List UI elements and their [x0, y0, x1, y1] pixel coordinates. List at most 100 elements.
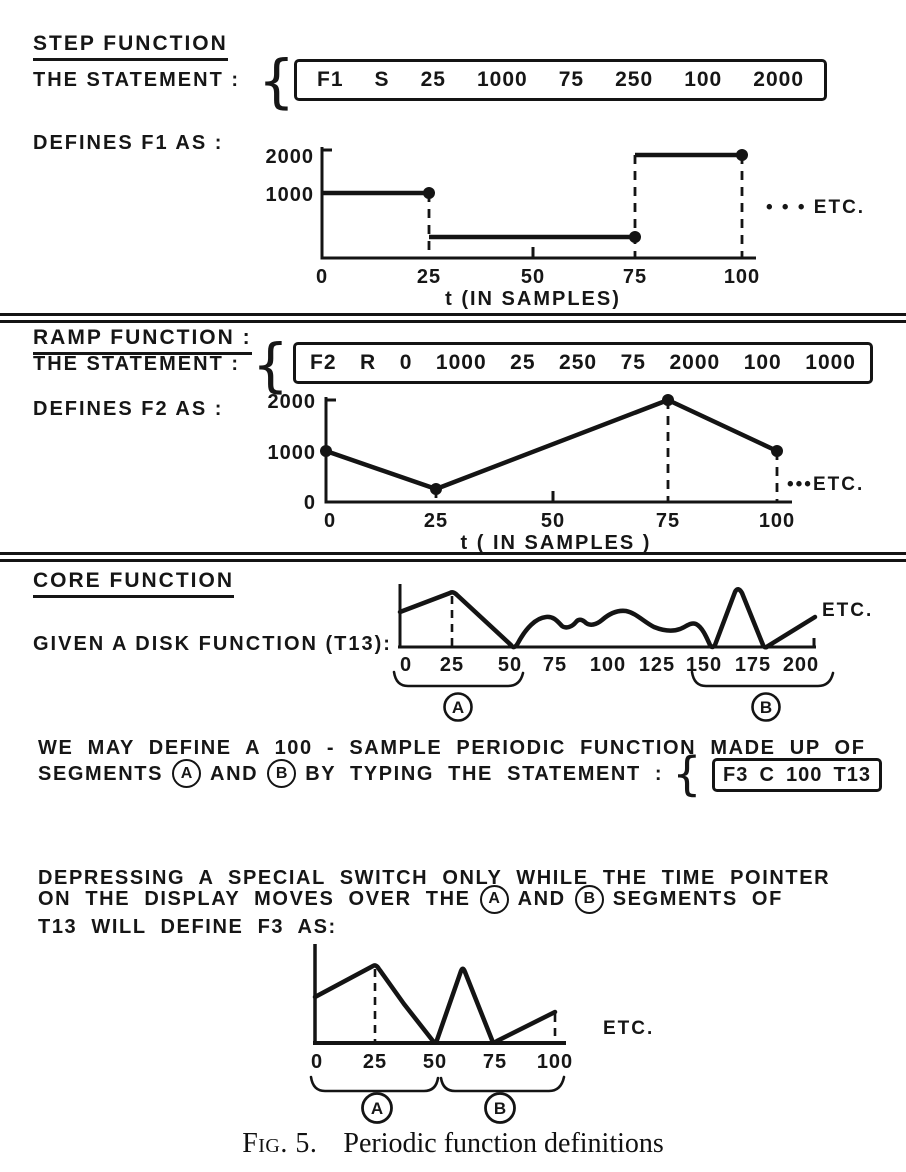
step-plot-axes	[320, 147, 756, 260]
f3-plot-curve	[312, 963, 558, 1045]
statement-token: 2000	[669, 351, 721, 374]
segment-a-brace	[392, 670, 525, 688]
disk-etc-label: ETC.	[822, 600, 873, 621]
ramp-heading-text: RAMP FUNCTION :	[33, 327, 252, 355]
f3-xtick-label: 100	[537, 1051, 573, 1073]
ramp-statement-brace: {	[252, 331, 289, 399]
step-etc-label: • • • ETC.	[766, 197, 865, 218]
ramp-ytick-label: 2000	[268, 391, 317, 413]
figure-caption: Fig. 5. Periodic function definitions	[0, 1128, 906, 1160]
f3-segment-b-brace	[439, 1075, 566, 1093]
f3-segment-a-marker: A	[361, 1092, 393, 1124]
disk-xtick-label: 50	[498, 654, 522, 676]
core-given-label: GIVEN A DISK FUNCTION (T13):	[33, 633, 392, 655]
ramp-defines-label: DEFINES F2 AS :	[33, 398, 224, 420]
ramp-plot-series	[325, 397, 778, 492]
f3-plot-dashed-lines	[373, 969, 557, 1043]
step-heading: STEP FUNCTION	[33, 33, 228, 61]
statement-token: 1000	[476, 68, 528, 91]
para2-line2-post: SEGMENTS OF	[612, 888, 783, 910]
para1-line1: WE MAY DEFINE A 100 - SAMPLE PERIODIC FU…	[38, 737, 866, 759]
ramp-xtick-label: 50	[541, 510, 565, 532]
para2-line1: DEPRESSING A SPECIAL SWITCH ONLY WHILE T…	[38, 867, 831, 889]
f3-xtick-label: 25	[363, 1051, 387, 1073]
disk-xtick-label: 100	[590, 654, 626, 676]
statement-token: 1000	[805, 351, 856, 374]
figure-number: Fig. 5.	[242, 1128, 318, 1159]
para1-line2-post: BY TYPING THE STATEMENT :	[305, 762, 664, 785]
disk-xtick-label: 0	[400, 654, 412, 676]
statement-token: F3	[723, 763, 749, 786]
para2-line2-pre: ON THE DISPLAY MOVES OVER THE	[38, 888, 471, 910]
step-plot-points	[423, 149, 748, 243]
f3-segment-a-letter: A	[371, 1099, 383, 1118]
ramp-statement-label: THE STATEMENT :	[33, 353, 241, 375]
disk-xtick-label: 25	[440, 654, 464, 676]
ramp-etc-label: •••ETC.	[787, 474, 864, 495]
ramp-plot-points	[320, 394, 783, 495]
ramp-xtick-label: 25	[424, 510, 448, 532]
step-statement-box: F1 S 25 1000 75 250 100 2000	[294, 59, 827, 101]
segment-b-inline-marker: B	[574, 884, 604, 914]
ramp-plot-dashed-lines	[434, 400, 779, 502]
f3-xtick-label: 0	[311, 1051, 323, 1073]
segment-braces	[309, 1075, 566, 1093]
f3-segment-b-marker: B	[484, 1092, 516, 1124]
step-ytick-label: 1000	[266, 184, 315, 206]
ramp-statement-box: F2 R 0 1000 25 250 75 2000 100 1000	[293, 342, 873, 384]
f3-etc-label: ETC.	[603, 1018, 654, 1039]
disk-plot-xtick-labels: 0 25 50 75 100 125 150 175 200	[400, 654, 818, 676]
ramp-plot-axes	[324, 397, 792, 504]
segment-b-letter: B	[760, 698, 772, 717]
statement-token: 100	[684, 68, 723, 91]
segment-braces	[392, 670, 835, 688]
disk-xtick-label: 175	[735, 654, 771, 676]
segment-b-inline-marker: B	[267, 759, 297, 788]
f3-segment-a-brace	[309, 1075, 440, 1093]
f3-segment-b-letter: B	[494, 1099, 506, 1118]
step-xtick-label: 0	[316, 266, 328, 288]
step-defines-label: DEFINES F1 AS :	[33, 132, 224, 154]
step-plot-series	[322, 152, 742, 240]
step-plot-dashed-lines	[427, 155, 744, 258]
statement-token: 250	[615, 68, 654, 91]
f3-function-plot: 0 25 50 75 100 A B ETC.	[309, 944, 654, 1124]
statement-token: 75	[620, 351, 646, 374]
statement-token: C	[759, 763, 775, 786]
para1-line2: SEGMENTS A AND B BY TYPING THE STATEMENT…	[38, 751, 701, 797]
f3-xtick-label: 75	[483, 1051, 507, 1073]
segment-a-inline-marker: A	[172, 759, 202, 788]
step-heading-text: STEP FUNCTION	[33, 33, 228, 61]
disk-xtick-label: 150	[686, 654, 722, 676]
para2-line3: T13 WILL DEFINE F3 AS:	[38, 916, 337, 938]
statement-token: F2	[310, 351, 337, 374]
ramp-ytick-label: 0	[304, 492, 316, 514]
disk-xtick-label: 125	[639, 654, 675, 676]
statement-token: T13	[833, 763, 871, 786]
ramp-xtick-label: 0	[324, 510, 336, 532]
section-divider	[0, 552, 906, 562]
core-heading-text: CORE FUNCTION	[33, 570, 234, 598]
statement-token: 2000	[753, 68, 804, 91]
section-divider	[0, 313, 906, 323]
segment-b-brace	[690, 670, 835, 688]
step-function-plot: 2000 1000 0 25 50 75 100 t (IN SAMPLES) …	[266, 146, 865, 310]
step-statement-label: THE STATEMENT :	[33, 69, 241, 91]
statement-token: 25	[420, 68, 446, 91]
step-xtick-label: 75	[623, 266, 647, 288]
para2-line2-and: AND	[517, 888, 566, 910]
statement-token: F1	[317, 68, 344, 91]
statement-token: 100	[743, 351, 782, 374]
statement-token: 100	[786, 763, 823, 786]
ramp-xtick-label: 100	[759, 510, 795, 532]
step-xtick-label: 50	[521, 266, 545, 288]
statement-token: 75	[558, 68, 585, 91]
ramp-function-plot: 2000 1000 0 0 25 50 75 100 t ( IN SAMPLE…	[268, 391, 864, 554]
para1-line2-and: AND	[210, 762, 259, 785]
para1-line2-pre: SEGMENTS	[38, 762, 164, 785]
ramp-ytick-label: 1000	[268, 442, 317, 464]
ramp-xaxis-label: t ( IN SAMPLES )	[461, 532, 652, 554]
statement-token: S	[374, 68, 390, 91]
step-statement-brace: {	[258, 47, 295, 115]
